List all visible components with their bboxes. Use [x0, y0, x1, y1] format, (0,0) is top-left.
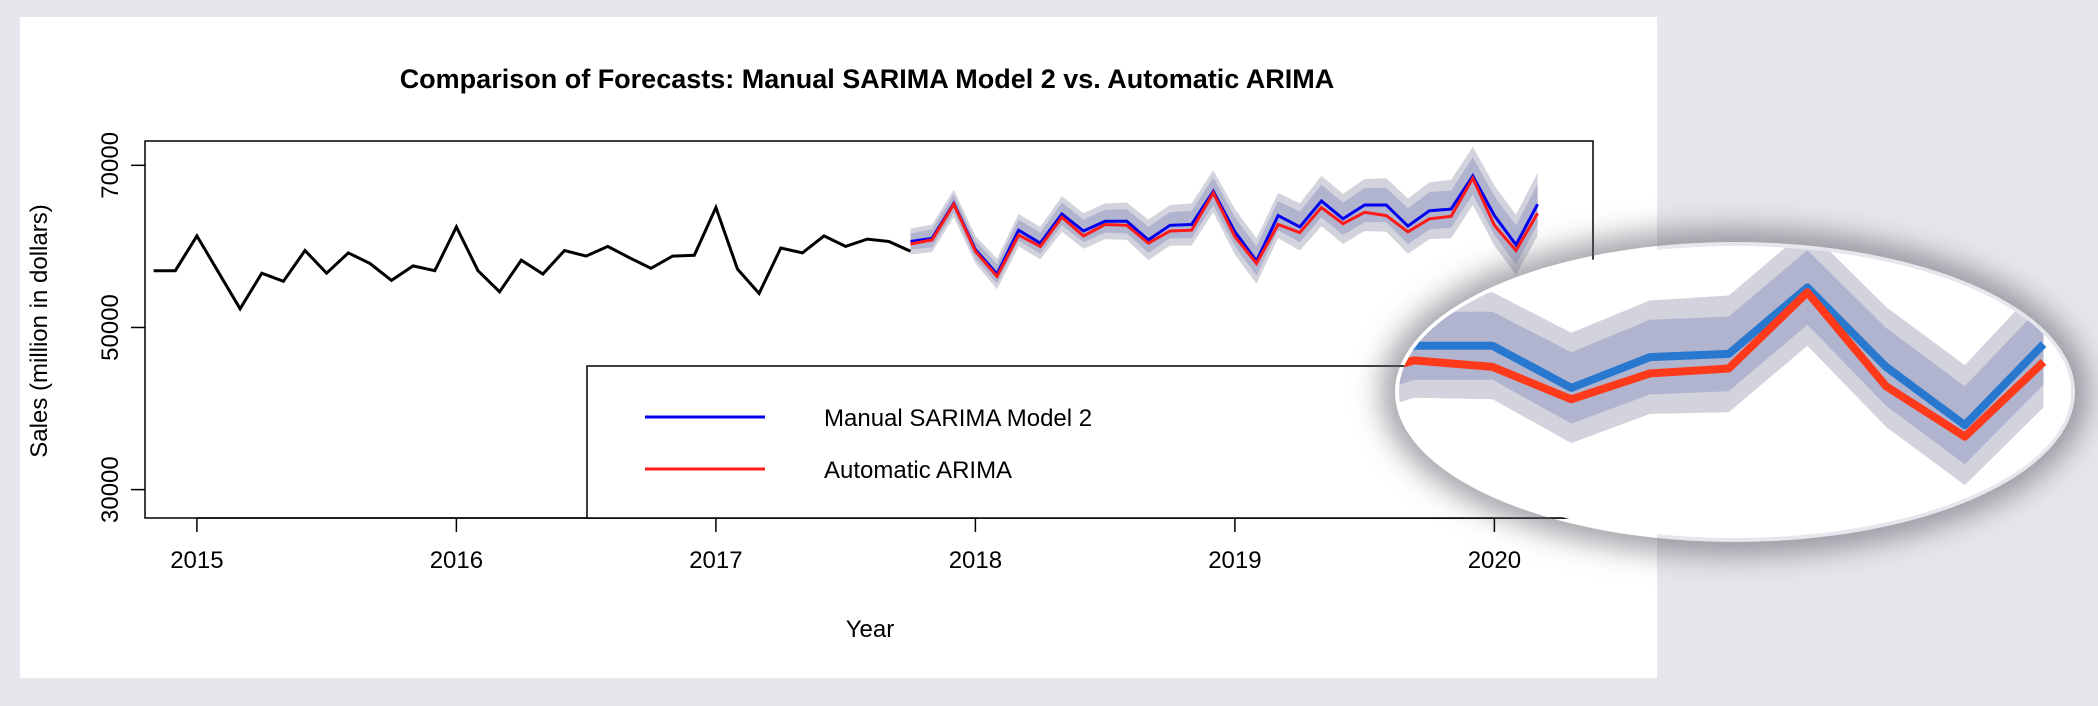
- zoom-manual-line: [1399, 283, 2047, 488]
- x-tick-label: 2020: [1468, 547, 1521, 574]
- x-tick-label: 2017: [689, 547, 742, 574]
- x-tick-label: 2015: [170, 547, 223, 574]
- x-tick-label: 2016: [430, 547, 483, 574]
- y-tick-label: 50000: [97, 294, 124, 361]
- y-tick-label: 30000: [97, 456, 124, 523]
- x-tick-label: 2019: [1208, 547, 1261, 574]
- zoom-auto-line: [1399, 288, 2047, 493]
- ci80-band: [910, 157, 1538, 284]
- x-axis: 2015 2016 2017 2018 2019 2020: [170, 517, 1521, 574]
- y-axis: 30000 50000 70000: [97, 132, 145, 523]
- x-axis-label: Year: [846, 616, 895, 643]
- chart-title: Comparison of Forecasts: Manual SARIMA M…: [400, 64, 1335, 94]
- automatic-arima-line: [910, 175, 1539, 280]
- zoom-ci80-band: [1399, 250, 2044, 504]
- x-tick-label: 2018: [949, 547, 1002, 574]
- y-axis-label: Sales (million in dollars): [26, 204, 53, 457]
- zoom-magnifier: [1395, 242, 2075, 542]
- legend-label-manual: Manual SARIMA Model 2: [824, 405, 1092, 432]
- observed-line: [153, 203, 912, 312]
- y-tick-label: 70000: [97, 132, 124, 199]
- legend-label-auto: Automatic ARIMA: [824, 457, 1012, 484]
- zoom-lens: [1399, 246, 2071, 538]
- forecast-chart: Comparison of Forecasts: Manual SARIMA M…: [26, 64, 1594, 643]
- plot-area: [153, 146, 1539, 312]
- chart-panel: Comparison of Forecasts: Manual SARIMA M…: [20, 17, 1657, 678]
